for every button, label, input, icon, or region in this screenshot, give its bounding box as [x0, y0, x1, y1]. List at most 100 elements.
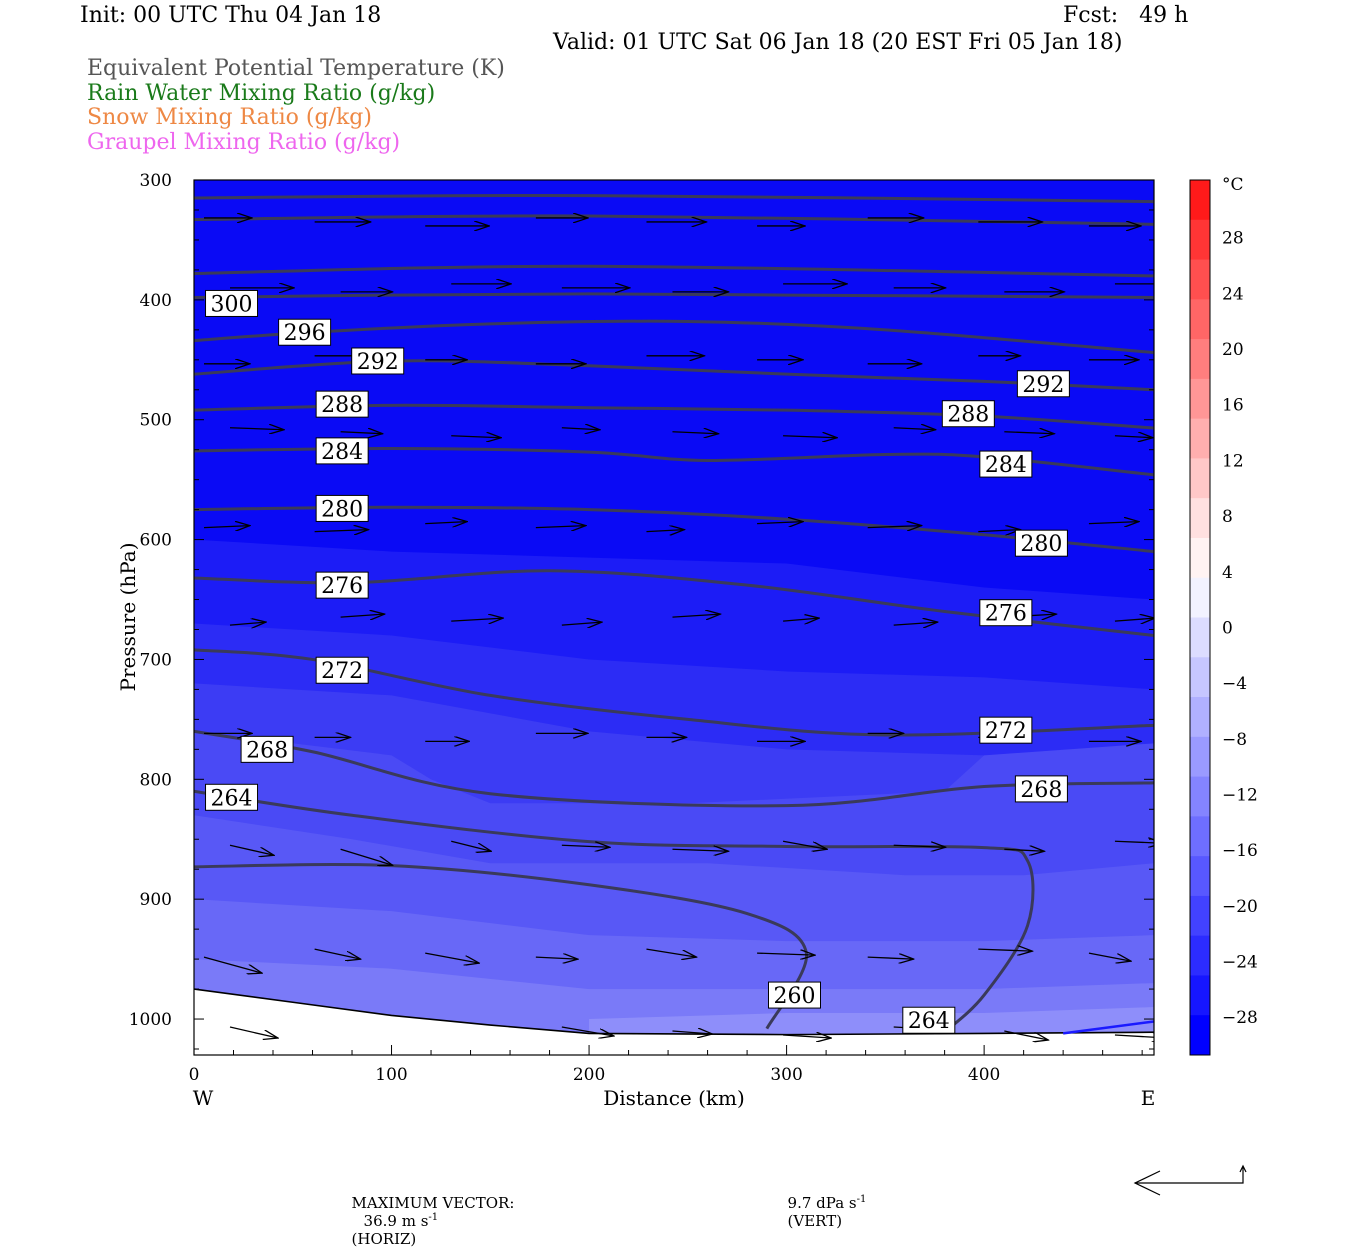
colorbar-label: −20 [1222, 897, 1258, 917]
wind-vector [672, 432, 718, 434]
colorbar-frame [1189, 179, 1211, 1056]
wind-vectors [203, 218, 1154, 1040]
init-time-label: Init: 00 UTC Thu 04 Jan 18 [80, 3, 382, 28]
x-axis-title: Distance (km) [603, 1086, 745, 1110]
colorbar-label: 28 [1222, 229, 1244, 249]
contour-label-296: 296 [278, 318, 332, 346]
valid-time-label: Valid: 01 UTC Sat 06 Jan 18 (20 EST Fri … [553, 30, 1123, 55]
contour-label-264: 264 [205, 783, 259, 811]
contour-label-300: 300 [205, 289, 259, 317]
wind-vector [451, 436, 501, 438]
wind-vector [451, 618, 503, 621]
contour-label-text: 296 [284, 321, 326, 346]
wind-vector [535, 957, 578, 959]
wind-vector [757, 953, 815, 955]
y-tick-label: 1000 [129, 1010, 172, 1030]
west-end-label: W [193, 1086, 214, 1110]
contour-label-text: 272 [321, 659, 363, 684]
colorbar-swatch [1190, 299, 1210, 340]
colorbar-swatch [1190, 697, 1210, 738]
wind-vector [1114, 618, 1154, 621]
contour-label-box [979, 450, 1033, 478]
wind-vector [893, 845, 946, 847]
x-axis: 0 100 200 300 400 Distance (km) W E [189, 1045, 1156, 1110]
contour-label-text: 288 [321, 393, 363, 418]
east-end-label: E [1141, 1086, 1156, 1110]
contour-label-text: 276 [985, 602, 1027, 627]
wind-vector [893, 428, 936, 430]
colorbar-swatch [1190, 975, 1210, 1016]
vert-max-readout: 9.7 dPa s-1 (VERT) [778, 1176, 867, 1230]
colorbar: °C 28 24 20 16 12 8 4 0 −4 −8 −12 −16 −20 −24 −28 [1189, 175, 1258, 1056]
wind-vector [229, 428, 284, 430]
plot-frame [193, 179, 1155, 1056]
x-tick-label: 0 [189, 1065, 200, 1085]
wind-vector [535, 526, 586, 528]
wind-vector [229, 844, 274, 855]
contour-label-box [1014, 775, 1068, 803]
max-vector-label: MAXIMUM VECTOR: [351, 1194, 515, 1212]
surface-segment [1062, 1020, 1154, 1035]
colorbar-label: −16 [1222, 841, 1258, 861]
wind-vector [1114, 841, 1154, 843]
contour-label-text: 280 [321, 497, 363, 522]
wind-vector [867, 526, 922, 528]
contour-label-280: 280 [315, 494, 369, 522]
contour-label-text: 268 [1020, 778, 1062, 803]
contour-label-box [205, 289, 259, 317]
wind-vector [561, 845, 610, 847]
contour-label-text: 264 [908, 1009, 950, 1034]
wind-vector [425, 522, 467, 524]
colorbar-label: −12 [1222, 786, 1258, 806]
contour-label-box [315, 390, 369, 418]
contour-label-276: 276 [979, 599, 1033, 627]
contour-label-box [315, 437, 369, 465]
wind-vector [782, 840, 827, 849]
wind-vector [561, 1026, 614, 1036]
wind-vector [672, 1031, 712, 1034]
contour-label-268: 268 [240, 735, 294, 763]
colorbar-swatch [1190, 219, 1210, 261]
y-tick-label: 300 [140, 171, 172, 191]
theta-e-line-264 [194, 789, 1035, 1034]
contour-label-box [315, 494, 369, 522]
colorbar-label: 12 [1222, 451, 1244, 471]
y-tick-label: 500 [140, 411, 172, 431]
wind-vector [451, 840, 491, 851]
contour-label-box [1014, 529, 1068, 557]
colorbar-swatch [1190, 657, 1210, 698]
reference-vector-icon [1133, 1164, 1247, 1196]
contour-label-box [1016, 370, 1070, 398]
colorbar-label: −8 [1222, 730, 1247, 750]
contour-label-280: 280 [1014, 529, 1068, 557]
contour-label-260: 260 [767, 981, 821, 1009]
colorbar-swatch [1190, 895, 1210, 937]
contour-label-text: 268 [246, 738, 288, 763]
contour-label-box [979, 599, 1033, 627]
colorbar-swatch [1190, 259, 1210, 300]
wind-vector [672, 614, 720, 617]
colorbar-swatch [1190, 816, 1210, 857]
colorbar-label: 20 [1222, 340, 1244, 360]
field-label-theta-e: Equivalent Potential Temperature (K) [87, 56, 505, 81]
wind-vector [672, 849, 728, 851]
wind-vector [561, 428, 600, 430]
colorbar-swatch [1190, 180, 1210, 221]
wind-vector [783, 436, 837, 438]
contour-label-text: 292 [1022, 373, 1064, 398]
colorbar-swatch [1190, 498, 1210, 539]
contour-label-box [315, 656, 369, 684]
contour-label-box [979, 716, 1033, 744]
colorbar-swatch [1190, 339, 1210, 380]
contour-label-box [902, 1006, 956, 1034]
wind-vector [229, 1026, 278, 1038]
wind-vector [340, 614, 385, 617]
colorbar-swatch [1190, 617, 1210, 658]
theta-e-line-272 [194, 648, 1154, 737]
wind-vector [646, 948, 696, 957]
colorbar-label: 8 [1222, 507, 1233, 527]
contour-label-284: 284 [979, 450, 1033, 478]
contour-label-text: 260 [773, 984, 815, 1009]
contour-label-text: 264 [211, 786, 253, 811]
x-tick-label: 400 [968, 1065, 1000, 1085]
